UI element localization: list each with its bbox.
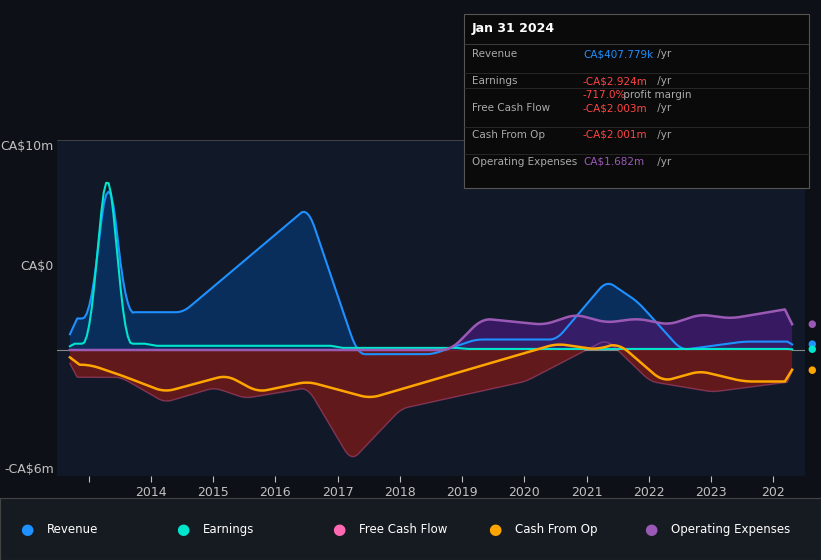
Text: ●: ● bbox=[21, 522, 34, 536]
Text: -CA$2.001m: -CA$2.001m bbox=[583, 130, 648, 140]
Text: Free Cash Flow: Free Cash Flow bbox=[359, 522, 447, 536]
Text: /yr: /yr bbox=[654, 130, 672, 140]
Text: Operating Expenses: Operating Expenses bbox=[671, 522, 790, 536]
Text: Cash From Op: Cash From Op bbox=[472, 130, 545, 140]
Text: ●: ● bbox=[177, 522, 190, 536]
Text: ●: ● bbox=[808, 344, 816, 354]
Text: CA$0: CA$0 bbox=[21, 259, 53, 273]
Text: Jan 31 2024: Jan 31 2024 bbox=[472, 22, 555, 35]
Text: Earnings: Earnings bbox=[203, 522, 255, 536]
Text: CA$1.682m: CA$1.682m bbox=[583, 157, 644, 167]
Text: -CA$6m: -CA$6m bbox=[4, 463, 53, 476]
Text: -717.0%: -717.0% bbox=[583, 90, 626, 100]
Text: Revenue: Revenue bbox=[47, 522, 99, 536]
Text: ●: ● bbox=[808, 339, 816, 349]
Text: /yr: /yr bbox=[654, 76, 672, 86]
Text: CA$10m: CA$10m bbox=[1, 140, 53, 153]
Text: Free Cash Flow: Free Cash Flow bbox=[472, 103, 550, 113]
Text: profit margin: profit margin bbox=[620, 90, 691, 100]
Text: Revenue: Revenue bbox=[472, 49, 517, 59]
Text: -CA$2.003m: -CA$2.003m bbox=[583, 103, 648, 113]
Text: /yr: /yr bbox=[654, 49, 672, 59]
Text: /yr: /yr bbox=[654, 157, 672, 167]
Text: /yr: /yr bbox=[654, 103, 672, 113]
Text: ●: ● bbox=[808, 319, 816, 329]
Text: ●: ● bbox=[644, 522, 658, 536]
Text: Cash From Op: Cash From Op bbox=[515, 522, 597, 536]
Text: ●: ● bbox=[488, 522, 502, 536]
Text: Operating Expenses: Operating Expenses bbox=[472, 157, 577, 167]
Text: CA$407.779k: CA$407.779k bbox=[583, 49, 654, 59]
Text: -CA$2.924m: -CA$2.924m bbox=[583, 76, 648, 86]
Text: ●: ● bbox=[333, 522, 346, 536]
Text: Earnings: Earnings bbox=[472, 76, 517, 86]
Text: ●: ● bbox=[808, 365, 816, 375]
